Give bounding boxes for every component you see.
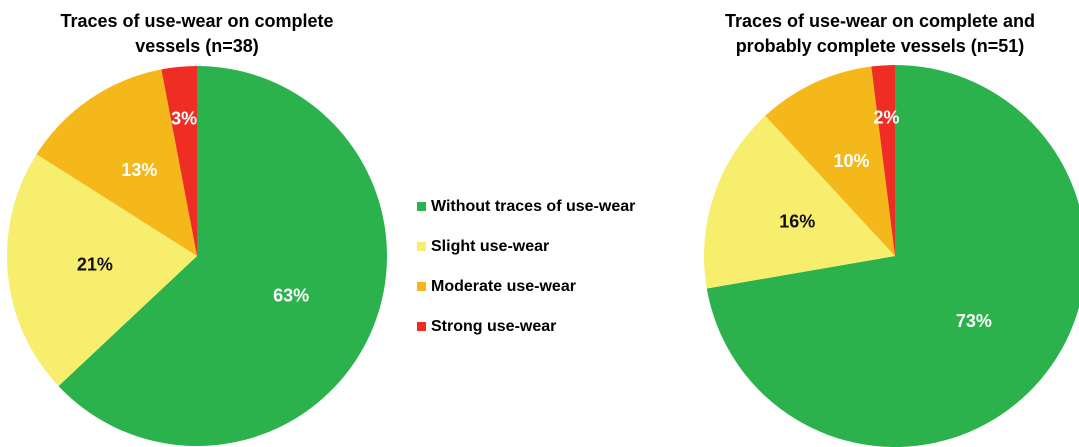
legend-label: Slight use-wear — [431, 238, 549, 255]
chart-title: vessels (n=38) — [135, 36, 259, 56]
legend-swatch — [417, 242, 426, 251]
chart-title: Traces of use-wear on complete and — [725, 11, 1035, 31]
data-label: 10% — [833, 151, 869, 171]
data-label: 21% — [77, 254, 113, 274]
data-label: 2% — [873, 107, 899, 127]
pie-slice — [58, 66, 388, 447]
pie-slice — [765, 66, 895, 256]
pie-slice — [871, 65, 895, 256]
pie-slice — [6, 154, 198, 387]
legend-label: Moderate use-wear — [431, 278, 576, 295]
chart-title: Traces of use-wear on complete — [60, 11, 333, 31]
legend-label: Without traces of use-wear — [431, 198, 635, 215]
data-label: 63% — [273, 285, 309, 305]
data-label: 16% — [779, 212, 815, 232]
pie-slice — [36, 69, 197, 257]
data-label: 73% — [956, 311, 992, 331]
data-label: 3% — [171, 109, 197, 129]
legend-swatch — [417, 322, 426, 331]
pie-slice — [161, 66, 197, 256]
legend-swatch — [417, 202, 426, 211]
data-label: 13% — [121, 160, 157, 180]
pie-slice — [704, 115, 895, 289]
legend-swatch — [417, 282, 426, 291]
legend-label: Strong use-wear — [431, 318, 556, 335]
pie-slice — [706, 65, 1079, 447]
chart-title: probably complete vessels (n=51) — [736, 36, 1025, 56]
